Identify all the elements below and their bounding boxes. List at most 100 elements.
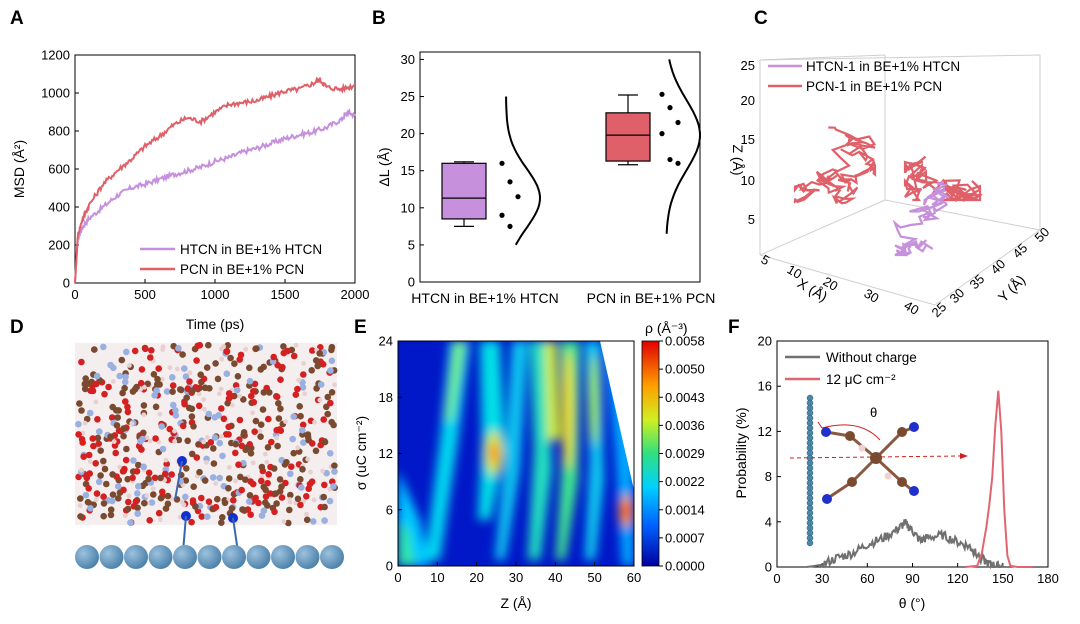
- x-tick: 20: [821, 274, 841, 294]
- b-y-tick-label: 15: [401, 163, 415, 178]
- e-x-tick-label: 10: [430, 570, 444, 585]
- atom: [134, 510, 141, 517]
- atom: [326, 497, 334, 505]
- atom: [204, 513, 211, 520]
- atom: [214, 375, 222, 383]
- trajectory-pcn-right: [903, 155, 984, 203]
- a-x-tick-label: 1500: [271, 287, 300, 302]
- atom: [114, 414, 121, 421]
- atom: [144, 380, 151, 388]
- atom: [90, 442, 97, 450]
- atom: [121, 465, 128, 473]
- y-axis-label-a: MSD (Å²): [11, 140, 27, 198]
- atom: [247, 511, 254, 518]
- panel-d: D: [10, 317, 344, 569]
- y-tick: 45: [1010, 240, 1031, 261]
- atom: [299, 384, 307, 391]
- atom: [159, 377, 165, 382]
- atom: [108, 414, 116, 421]
- atom: [157, 474, 164, 482]
- atom: [306, 480, 314, 488]
- a-y-tick-label: 800: [48, 124, 70, 139]
- atom: [296, 377, 301, 383]
- atom: [78, 407, 85, 414]
- atom: [103, 480, 110, 488]
- atom: [75, 473, 82, 481]
- e-y-tick-label: 12: [379, 446, 393, 461]
- atom: [246, 498, 253, 505]
- atom: [107, 511, 115, 519]
- metal-surface: [75, 545, 344, 569]
- atom: [280, 343, 287, 350]
- atom: [285, 519, 292, 527]
- atom: [129, 474, 136, 482]
- atom: [225, 423, 232, 431]
- atom: [219, 434, 225, 439]
- box-3d-c: [759, 54, 1041, 306]
- atom: [221, 499, 229, 507]
- atom: [218, 405, 225, 412]
- series-line-pcn: [74, 76, 356, 284]
- atom: [122, 456, 130, 464]
- carbon-atom: [897, 427, 907, 437]
- atom: [240, 506, 247, 514]
- atom: [218, 386, 224, 392]
- atom: [131, 347, 139, 355]
- data-point-pcn: [659, 91, 665, 97]
- atom: [260, 483, 268, 491]
- colorbar: [641, 340, 660, 567]
- atom: [122, 513, 128, 519]
- atom: [192, 503, 199, 510]
- atom: [206, 385, 213, 392]
- atom: [80, 453, 87, 461]
- atom: [109, 471, 116, 478]
- legend-label-pcn-1: PCN-1 in BE+1% PCN: [806, 79, 942, 94]
- atom: [91, 346, 98, 353]
- atom: [187, 370, 193, 376]
- theta-label: θ: [870, 405, 877, 420]
- box-pcn: [605, 112, 651, 162]
- atom: [287, 497, 293, 502]
- atom: [211, 414, 219, 421]
- atom: [225, 484, 232, 492]
- molecule-inset: θ: [789, 394, 968, 547]
- metal-atom: [99, 545, 124, 569]
- atom: [182, 373, 190, 380]
- atom: [77, 513, 84, 520]
- atom: [175, 344, 182, 352]
- atom: [121, 384, 128, 392]
- atom: [321, 503, 328, 511]
- atom: [140, 463, 147, 471]
- atom: [250, 398, 258, 406]
- atom: [89, 387, 97, 395]
- atom: [189, 387, 196, 395]
- b-y-tick-label: 0: [408, 275, 415, 290]
- data-point-htcn: [507, 223, 513, 229]
- atom: [129, 388, 137, 395]
- atom: [152, 403, 160, 411]
- atom: [201, 439, 207, 445]
- atom: [120, 486, 127, 494]
- atom: [79, 439, 86, 446]
- atom: [117, 464, 123, 470]
- atom: [327, 399, 334, 407]
- metal-atom: [197, 545, 222, 569]
- atom: [317, 381, 325, 388]
- atom: [148, 347, 155, 354]
- atom: [311, 497, 317, 503]
- atom: [169, 388, 176, 396]
- atom: [328, 357, 336, 365]
- data-point-htcn: [499, 160, 505, 166]
- a-x-tick-label: 500: [134, 287, 156, 302]
- atom: [237, 393, 243, 399]
- atom: [181, 400, 188, 408]
- panel-label-f: F: [728, 317, 740, 338]
- colorbar-tick-label: 0.0000: [665, 559, 705, 574]
- atom: [158, 423, 165, 430]
- f-x-tick-label: 0: [773, 571, 780, 586]
- f-x-tick-label: 60: [860, 571, 874, 586]
- atom: [308, 469, 313, 475]
- atom: [321, 481, 328, 489]
- plot-frame-b: [419, 51, 701, 283]
- colorbar-tick-label: 0.0022: [665, 474, 705, 489]
